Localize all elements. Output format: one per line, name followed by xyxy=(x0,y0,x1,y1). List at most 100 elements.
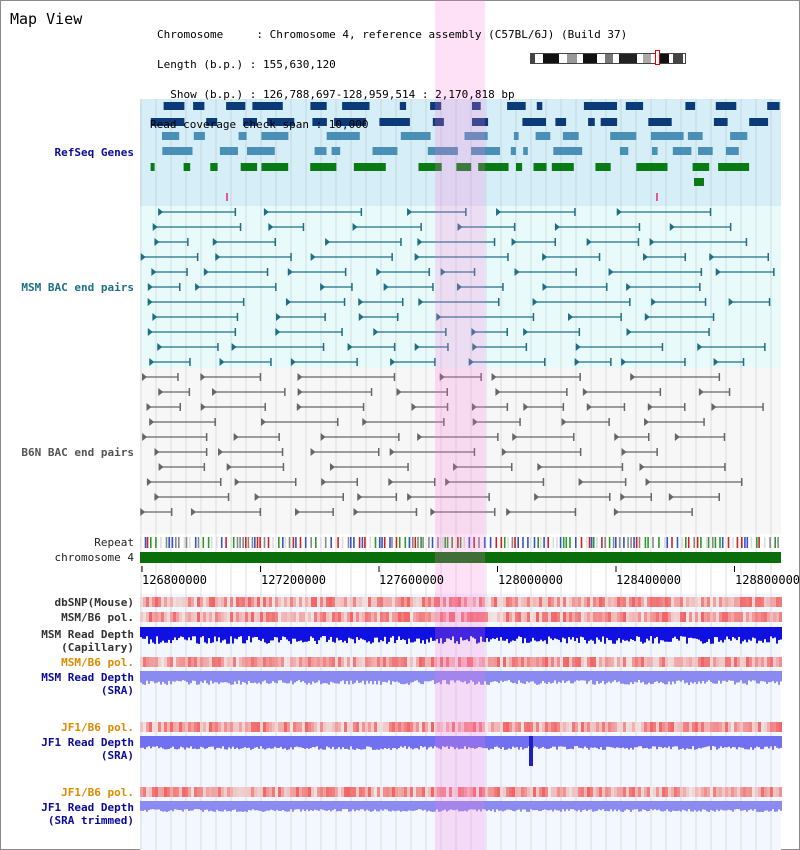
heat-cell xyxy=(344,597,347,607)
bac-end-marker xyxy=(647,403,653,411)
depth-bar xyxy=(374,671,376,681)
track-label-repeat[interactable]: Repeat xyxy=(94,536,134,549)
depth-bar xyxy=(686,736,688,749)
depth-bar xyxy=(610,736,612,748)
heat-cell xyxy=(554,787,557,797)
depth-bar xyxy=(270,627,272,641)
track-label-msm-b6-pol-sra[interactable]: MSM/B6 pol. xyxy=(61,656,134,669)
heat-cell xyxy=(545,612,548,622)
chromosome-ideogram[interactable] xyxy=(530,53,686,64)
bac-end-marker xyxy=(321,478,327,486)
bac-end-marker xyxy=(762,403,764,411)
heat-cell xyxy=(644,787,647,797)
heat-cell xyxy=(473,657,476,667)
gene-block xyxy=(588,118,595,126)
depth-bar xyxy=(166,671,168,685)
heat-cell xyxy=(467,612,470,622)
heat-cell xyxy=(413,722,416,732)
heat-cell xyxy=(290,597,293,607)
bac-end-marker xyxy=(471,328,477,336)
heat-cell xyxy=(332,787,335,797)
bac-end-marker xyxy=(532,313,535,321)
depth-bar xyxy=(616,627,618,641)
heat-cell xyxy=(353,657,356,667)
depth-bar xyxy=(748,801,750,811)
heat-cell xyxy=(359,787,362,797)
heat-cell xyxy=(509,787,512,797)
depth-bar xyxy=(314,671,316,684)
track-label-b6n-bac[interactable]: B6N BAC end pairs xyxy=(21,446,134,459)
heat-cell xyxy=(734,612,737,622)
track-label-dbsnp[interactable]: dbSNP(Mouse) xyxy=(54,596,134,609)
track-label-jf1-b6-pol-trim[interactable]: JF1/B6 pol. xyxy=(61,786,134,799)
depth-bar xyxy=(492,671,494,682)
track-label-refseq[interactable]: RefSeq Genes xyxy=(54,146,134,159)
depth-bar xyxy=(598,736,600,750)
depth-bar xyxy=(364,671,366,685)
track-label-jf1-read-depth-sra[interactable]: JF1 Read Depth xyxy=(41,736,134,749)
heat-cell xyxy=(161,657,164,667)
repeat-element xyxy=(764,537,766,548)
heat-cell xyxy=(146,722,149,732)
depth-bar xyxy=(574,627,576,641)
ideogram-position-marker[interactable] xyxy=(655,50,660,65)
bac-end-marker xyxy=(357,493,363,501)
gene-block xyxy=(310,163,337,171)
heat-cell xyxy=(713,722,716,732)
heat-cell xyxy=(626,787,629,797)
depth-bar xyxy=(192,627,194,637)
depth-bar xyxy=(738,801,740,810)
bac-end-marker xyxy=(598,253,601,261)
depth-bar xyxy=(444,736,446,748)
depth-bar xyxy=(694,736,696,750)
depth-bar xyxy=(580,736,582,748)
heat-cell xyxy=(668,722,671,732)
heat-cell xyxy=(638,657,641,667)
depth-bar xyxy=(544,801,546,810)
track-label-chromosome[interactable]: chromosome 4 xyxy=(54,551,134,564)
heat-cell xyxy=(242,787,245,797)
depth-bar xyxy=(252,627,254,638)
track-label-jf1-b6-pol[interactable]: JF1/B6 pol. xyxy=(61,721,134,734)
depth-bar xyxy=(224,671,226,683)
track-label-msm-read-depth-capillary[interactable]: MSM Read Depth xyxy=(41,628,134,641)
depth-bar xyxy=(670,801,672,812)
repeat-element xyxy=(681,537,684,548)
heat-cell xyxy=(689,722,692,732)
depth-bar xyxy=(416,627,418,639)
heat-cell xyxy=(368,722,371,732)
gene-block xyxy=(583,102,617,110)
heat-cell xyxy=(611,612,614,622)
heat-cell xyxy=(227,722,230,732)
heat-cell xyxy=(350,787,353,797)
heat-cell xyxy=(746,722,749,732)
depth-bar xyxy=(306,736,308,749)
depth-bar xyxy=(478,627,480,643)
heat-cell xyxy=(743,612,746,622)
heat-cell xyxy=(386,787,389,797)
heat-cell xyxy=(503,612,506,622)
bac-end-marker xyxy=(290,253,292,261)
track-label-msm-b6-pol[interactable]: MSM/B6 pol. xyxy=(61,611,134,624)
bac-end-marker xyxy=(644,418,650,426)
depth-bar xyxy=(574,736,576,747)
heat-cell xyxy=(341,597,344,607)
heat-cell xyxy=(230,612,233,622)
depth-bar xyxy=(344,801,346,810)
track-label-msm-read-depth-sra[interactable]: MSM Read Depth xyxy=(41,671,134,684)
depth-bar xyxy=(530,627,532,642)
depth-bar xyxy=(688,671,690,685)
bac-end-marker xyxy=(158,208,164,216)
depth-bar xyxy=(484,671,486,682)
track-label-msm-bac[interactable]: MSM BAC end pairs xyxy=(21,281,134,294)
heat-cell xyxy=(638,787,641,797)
track-label-jf1-read-depth-trimmed[interactable]: JF1 Read Depth xyxy=(41,801,134,814)
gene-block xyxy=(694,178,704,186)
depth-bar xyxy=(758,801,760,812)
heat-cell xyxy=(674,657,677,667)
heat-cell xyxy=(626,657,629,667)
depth-bar xyxy=(702,627,704,644)
depth-bar xyxy=(552,801,554,812)
bac-end-marker xyxy=(525,343,528,351)
